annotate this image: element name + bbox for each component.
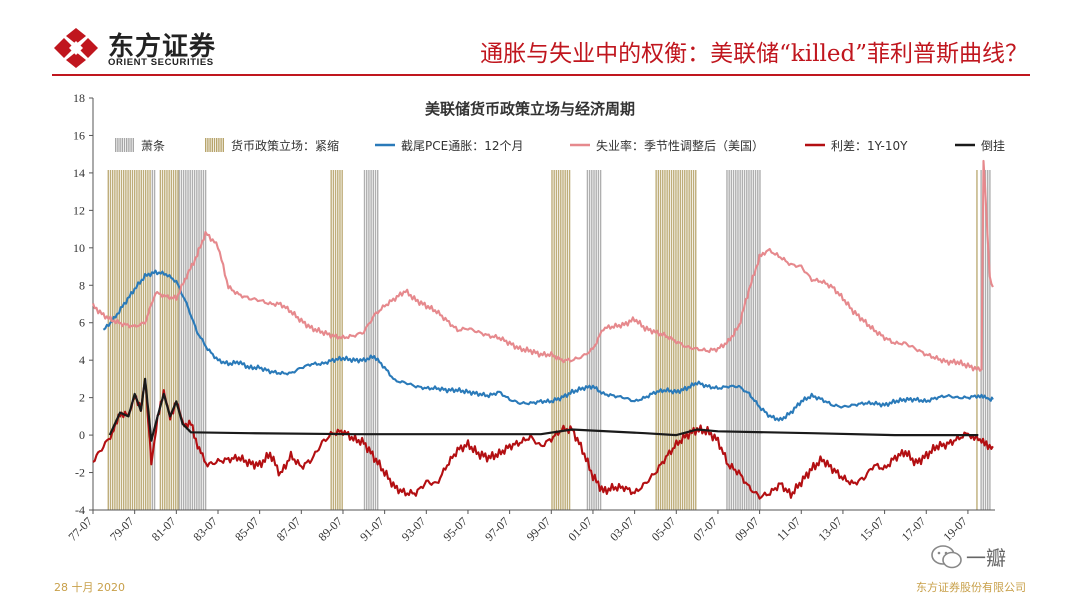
x-tick-label: 03-07 — [607, 514, 637, 544]
tightening-band — [159, 170, 179, 510]
x-tick-label: 77-07 — [65, 514, 95, 544]
x-tick-label: 83-07 — [190, 514, 220, 544]
slide-title: 通胀与失业中的权衡：美联储“killed”菲利普斯曲线？ — [480, 41, 1028, 67]
series-line — [92, 159, 994, 372]
y-tick-label: 16 — [73, 128, 85, 142]
legend-label: 倒挂 — [981, 139, 1005, 153]
x-tick-label: 07-07 — [690, 514, 720, 544]
x-tick-label: 99-07 — [524, 514, 554, 544]
x-tick-label: 05-07 — [649, 514, 679, 544]
title-divider — [52, 74, 1030, 76]
legend-label: 失业率：季节性调整后（美国） — [596, 138, 764, 153]
legend-item: 失业率：季节性调整后（美国） — [570, 138, 764, 153]
legend-label: 截尾PCE通胀：12个月 — [401, 139, 523, 153]
y-tick-label: 8 — [79, 278, 85, 292]
recession-band — [586, 170, 602, 510]
chart-area: 美联储货币政策立场与经济周期 -4 -2 0 2 4 6 8 10 12 14 16 18 77-07 7… — [50, 80, 1010, 580]
x-tick-label: 15-07 — [857, 514, 887, 544]
y-tick-label: 10 — [73, 241, 85, 255]
policy-cycle-chart: 美联储货币政策立场与经济周期 -4 -2 0 2 4 6 8 10 12 14 16 18 77-07 7… — [65, 91, 1005, 544]
legend-item: 倒挂 — [955, 139, 1005, 153]
legend-item: 货币政策立场：紧缩 — [205, 138, 339, 153]
footer-company: 东方证券股份有限公司 — [916, 581, 1026, 594]
series-line — [92, 379, 994, 500]
recession-band — [176, 170, 207, 510]
company-name-en: ORIENT SECURITIES — [108, 57, 214, 68]
legend-label: 萧条 — [141, 139, 165, 153]
x-tick-label: 87-07 — [274, 514, 304, 544]
company-logo: 东方证券 ORIENT SECURITIES — [52, 26, 262, 70]
y-tick-label: 12 — [73, 203, 85, 217]
x-tick-label: 93-07 — [399, 514, 429, 544]
x-tick-label: 11-07 — [774, 514, 803, 543]
chart-title: 美联储货币政策立场与经济周期 — [425, 100, 635, 118]
x-tick-label: 95-07 — [440, 514, 470, 544]
y-tick-label: 2 — [79, 391, 85, 405]
orient-logo-icon — [54, 28, 98, 68]
tightening-band — [655, 170, 698, 510]
y-tick-label: -4 — [75, 503, 85, 517]
watermark: 一瓣 — [930, 540, 1050, 576]
y-tick-label: 4 — [79, 353, 85, 367]
x-tick-label: 91-07 — [357, 514, 387, 544]
tightening-band — [976, 170, 979, 510]
tightening-band — [551, 170, 571, 510]
company-name: 东方证券 — [108, 32, 217, 62]
legend-label: 利差：1Y-10Y — [831, 139, 908, 153]
x-tick-label: 17-07 — [899, 514, 929, 544]
series-lines — [92, 159, 994, 500]
x-tick-label: 79-07 — [107, 514, 137, 544]
recession-band — [363, 170, 379, 510]
tightening-band — [107, 170, 152, 510]
shaded-periods — [107, 170, 991, 510]
legend-item: 截尾PCE通胀：12个月 — [375, 139, 523, 153]
legend-item: 利差：1Y-10Y — [805, 139, 908, 153]
recession-band — [726, 170, 761, 510]
watermark-text: 一瓣 — [966, 546, 1006, 570]
series-line — [108, 377, 979, 442]
y-tick-label: 0 — [79, 428, 85, 442]
x-tick-label: 01-07 — [565, 514, 595, 544]
footer-date: 28 十月 2020 — [54, 581, 125, 594]
tightening-band — [330, 170, 343, 510]
x-tick-label: 89-07 — [315, 514, 345, 544]
y-tick-label: 18 — [73, 91, 85, 105]
y-tick-label: 14 — [73, 166, 85, 180]
legend-label: 货币政策立场：紧缩 — [231, 138, 339, 153]
y-tick-label: 6 — [79, 316, 85, 330]
series-line — [102, 269, 994, 422]
y-tick-label: -2 — [75, 466, 85, 480]
x-tick-label: 09-07 — [732, 514, 762, 544]
x-tick-label: 97-07 — [482, 514, 512, 544]
legend-item: 萧条 — [115, 138, 165, 153]
x-tick-label: 85-07 — [232, 514, 262, 544]
x-tick-label: 13-07 — [815, 514, 845, 544]
x-tick-label: 81-07 — [149, 514, 179, 544]
wechat-icon — [931, 545, 962, 569]
chart-legend: 萧条 货币政策立场：紧缩 截尾PCE通胀：12个月 失业率：季节性调整后（美国） 利差：… — [115, 138, 1005, 153]
